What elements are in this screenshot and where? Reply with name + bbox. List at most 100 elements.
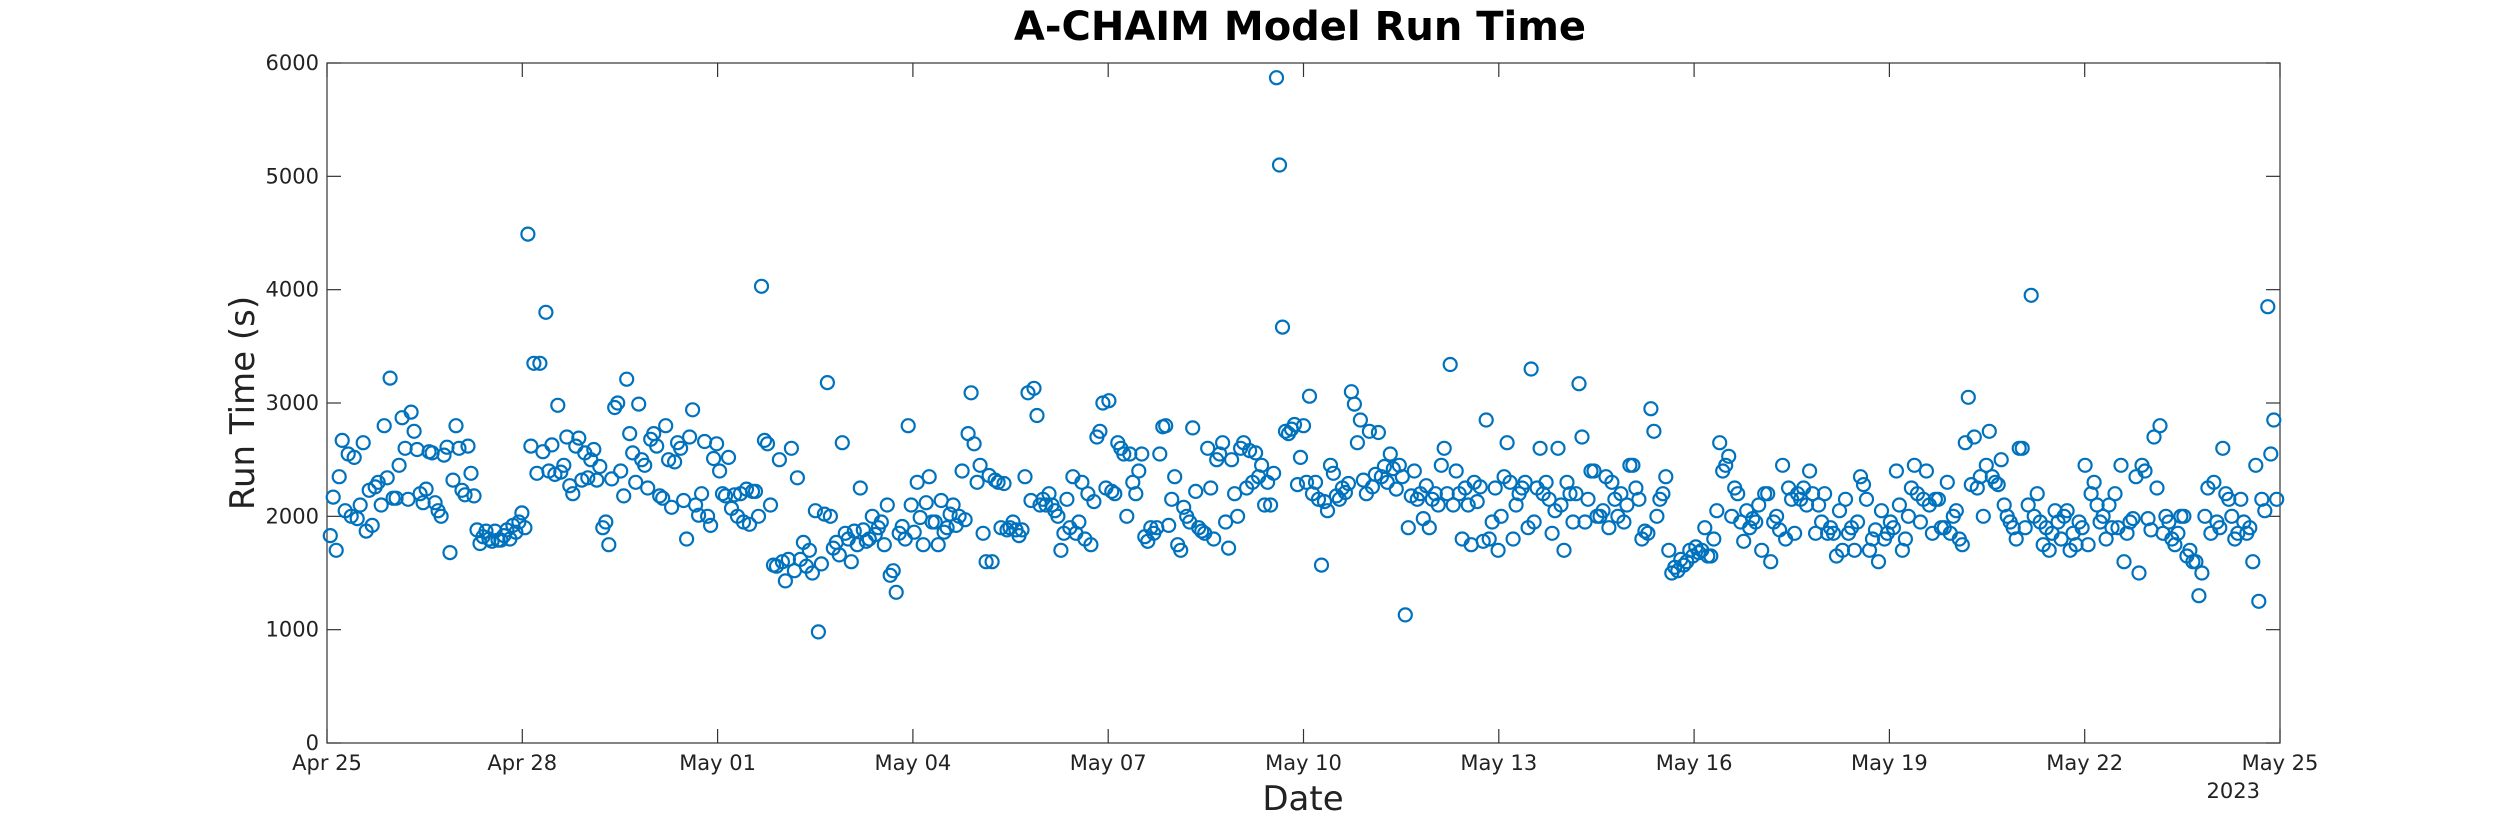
data-point (376, 418, 392, 434)
data-point (2224, 508, 2240, 524)
y-tick-label: 1000 (266, 618, 319, 642)
data-point (652, 488, 668, 504)
data-point (1966, 429, 1982, 445)
data-point (2161, 514, 2177, 530)
data-point (1825, 525, 1842, 541)
data-point (789, 470, 806, 486)
data-point (463, 465, 479, 481)
data-point (693, 486, 710, 502)
data-point (678, 531, 695, 547)
x-tick-label: May 16 (1656, 751, 1733, 775)
data-point (1158, 418, 1174, 434)
x-tick-label: May 10 (1265, 751, 1342, 775)
data-point (538, 304, 554, 320)
data-point (610, 395, 626, 411)
data-point (586, 441, 602, 458)
data-point (628, 474, 644, 490)
data-point (849, 537, 865, 553)
data-point (2188, 554, 2204, 570)
data-point (762, 497, 779, 513)
data-point (391, 457, 407, 473)
data-point (1751, 497, 1767, 513)
data-point (484, 533, 500, 549)
data-point (1855, 477, 1872, 493)
data-point (1217, 514, 1234, 530)
data-point (1164, 491, 1180, 507)
x-tick-label: May 01 (679, 751, 756, 775)
data-point (613, 463, 629, 479)
data-point (1268, 70, 1285, 86)
data-point (1990, 477, 2006, 493)
data-point (1544, 525, 1560, 541)
data-point (433, 508, 449, 524)
data-point (1050, 508, 1066, 524)
data-point (1852, 469, 1869, 485)
x-tick-label: Apr 25 (292, 751, 362, 775)
data-point (1897, 531, 1914, 547)
data-point (1981, 423, 1997, 439)
data-point (1481, 531, 1497, 547)
data-point (1206, 531, 1222, 547)
data-point (1954, 537, 1970, 553)
data-point (1322, 457, 1339, 473)
data-point (1658, 469, 1674, 485)
data-point (2206, 474, 2222, 490)
x-axis-label: Date (1262, 779, 1343, 819)
data-point (1574, 429, 1590, 445)
data-point (1376, 458, 1393, 475)
data-point (1637, 523, 1653, 539)
data-point (2023, 287, 2039, 303)
data-point (963, 385, 979, 401)
data-point (1274, 319, 1291, 335)
y-axis-label: Run Time (s) (223, 296, 263, 510)
data-point (601, 537, 617, 553)
data-point (1706, 531, 1722, 547)
data-point (741, 516, 758, 532)
data-point (466, 488, 482, 504)
y-tick-label: 2000 (266, 504, 319, 528)
data-point (2152, 418, 2168, 434)
data-point (1352, 412, 1369, 428)
data-point (2146, 429, 2162, 445)
data-point (711, 463, 728, 479)
data-point (987, 472, 1003, 488)
data-point (1319, 503, 1336, 519)
data-point (1891, 497, 1908, 513)
data-point (1975, 508, 1991, 524)
data-point (1382, 446, 1398, 462)
data-point (783, 440, 800, 456)
data-point (954, 463, 970, 479)
data-point (1173, 542, 1189, 558)
data-point (756, 432, 773, 448)
data-point (810, 624, 827, 640)
data-point (1107, 486, 1123, 502)
data-point (1978, 457, 1994, 473)
data-point (927, 514, 943, 530)
data-point (2260, 299, 2276, 315)
data-point (909, 474, 925, 490)
data-point (801, 542, 818, 558)
data-point (1625, 457, 1641, 473)
data-point (1873, 503, 1890, 519)
data-point (2242, 520, 2258, 536)
data-point (1870, 554, 1887, 570)
data-point (1343, 384, 1360, 400)
data-point (1885, 520, 1902, 536)
data-point (1101, 393, 1117, 409)
data-point (1478, 412, 1494, 428)
data-point (1640, 525, 1656, 541)
data-point (1562, 486, 1578, 502)
data-point (325, 489, 341, 505)
data-point (1349, 435, 1366, 451)
data-point (1993, 452, 2009, 468)
data-point (1059, 491, 1075, 507)
data-point (705, 450, 722, 467)
data-point (696, 433, 713, 450)
data-point (873, 514, 889, 530)
data-point (442, 544, 458, 561)
data-point (1763, 554, 1779, 570)
y-tick-label: 0 (306, 731, 319, 755)
data-point (888, 584, 904, 600)
data-point (2122, 514, 2138, 530)
data-point (1601, 520, 1617, 536)
